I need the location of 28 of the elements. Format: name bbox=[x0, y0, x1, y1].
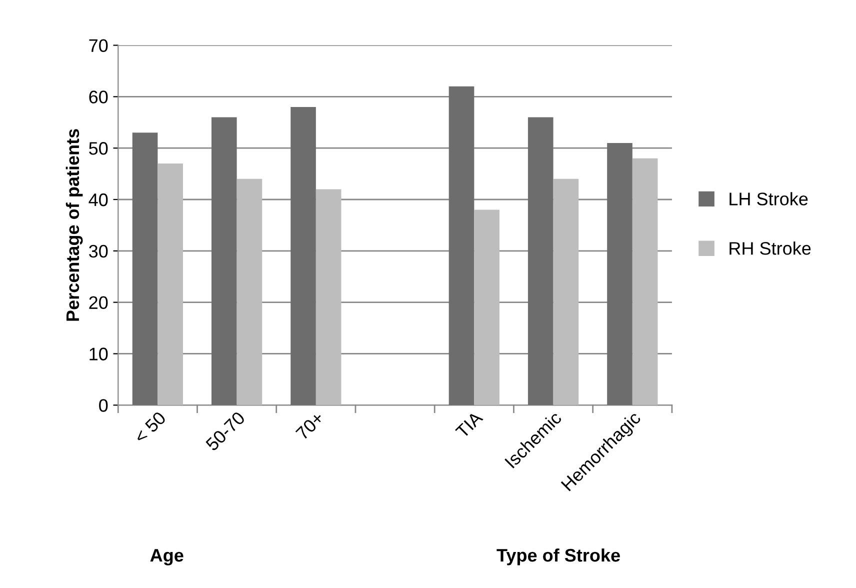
bar bbox=[132, 132, 158, 406]
bar bbox=[448, 86, 474, 406]
bar bbox=[474, 210, 500, 406]
y-tick-label: 10 bbox=[90, 348, 108, 360]
text: Age bbox=[150, 549, 184, 566]
bar bbox=[553, 178, 579, 406]
y-tick-label: 0 bbox=[99, 399, 108, 412]
x-tick-label: TIA bbox=[455, 410, 484, 439]
bar bbox=[316, 189, 342, 406]
text: Type of Stroke bbox=[496, 548, 620, 566]
y-tick-label: 20 bbox=[89, 296, 108, 310]
legend-label: RH Stroke bbox=[730, 242, 811, 255]
bar bbox=[158, 164, 184, 406]
x-tick-label: 70+ bbox=[295, 410, 325, 440]
y-axis-title: Percentage of patients bbox=[66, 129, 83, 321]
legend-label: LH Stroke bbox=[730, 192, 808, 206]
y-tick-label: 40 bbox=[88, 193, 108, 206]
bar bbox=[236, 178, 262, 406]
y-tick-label: 60 bbox=[89, 90, 108, 104]
bar bbox=[607, 142, 632, 406]
bar bbox=[528, 117, 554, 406]
bar bbox=[290, 106, 316, 406]
y-tick-label: 70 bbox=[89, 39, 108, 52]
y-tick-label: 30 bbox=[89, 244, 108, 258]
bar bbox=[632, 158, 658, 406]
x-tick-label: < 50 bbox=[133, 410, 167, 444]
y-tick-label: 50 bbox=[89, 142, 108, 155]
bar bbox=[211, 117, 237, 406]
